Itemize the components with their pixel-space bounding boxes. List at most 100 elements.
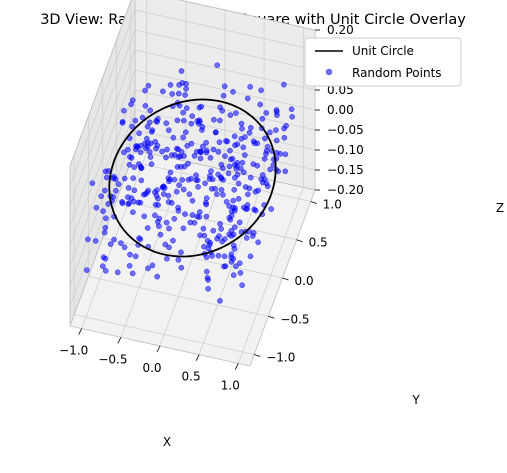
data-point bbox=[124, 194, 131, 200]
data-point bbox=[129, 123, 135, 130]
z-grid-back bbox=[134, 69, 316, 111]
data-point bbox=[98, 193, 105, 200]
x-tick-mark bbox=[78, 328, 83, 335]
legend-label-points: Random Points bbox=[352, 66, 442, 80]
data-point bbox=[203, 254, 210, 261]
data-point bbox=[233, 110, 239, 116]
data-point bbox=[222, 153, 228, 159]
unit-circle bbox=[108, 98, 277, 258]
data-point bbox=[246, 185, 253, 192]
x-tick-label: 0.0 bbox=[142, 361, 161, 375]
data-point bbox=[188, 175, 194, 182]
y-tick-mark bbox=[296, 239, 303, 243]
data-point bbox=[233, 263, 239, 270]
data-point bbox=[273, 127, 279, 133]
data-point bbox=[121, 107, 127, 114]
data-point bbox=[188, 120, 195, 127]
data-point bbox=[240, 144, 247, 151]
data-point bbox=[208, 168, 214, 174]
data-point bbox=[154, 273, 161, 280]
data-point bbox=[145, 265, 151, 272]
data-point bbox=[250, 161, 257, 167]
z-tick-label: −0.20 bbox=[327, 183, 364, 197]
data-point bbox=[156, 215, 163, 222]
data-point bbox=[231, 133, 238, 140]
data-point bbox=[180, 186, 187, 193]
data-point bbox=[152, 201, 159, 208]
y-tick-label: 1.0 bbox=[323, 198, 342, 212]
data-point bbox=[273, 137, 280, 144]
data-point bbox=[101, 229, 108, 236]
data-point bbox=[83, 267, 90, 273]
data-point bbox=[119, 118, 126, 125]
data-point bbox=[186, 191, 193, 198]
data-point bbox=[235, 195, 242, 202]
data-point bbox=[178, 249, 184, 256]
y-tick-mark bbox=[254, 354, 261, 357]
data-point bbox=[148, 161, 155, 167]
y-tick-mark bbox=[268, 315, 275, 319]
data-point bbox=[137, 199, 144, 206]
data-point bbox=[164, 146, 170, 153]
y-tick-label: 0.5 bbox=[309, 236, 328, 250]
data-point bbox=[251, 140, 258, 147]
data-point bbox=[261, 155, 268, 162]
data-point bbox=[189, 212, 196, 218]
data-point bbox=[130, 198, 137, 205]
data-point bbox=[203, 139, 209, 146]
data-point bbox=[288, 106, 295, 113]
data-point bbox=[210, 227, 217, 234]
data-point bbox=[138, 165, 145, 171]
data-point bbox=[227, 112, 234, 118]
data-point bbox=[200, 225, 207, 232]
data-point bbox=[232, 205, 238, 211]
data-point bbox=[196, 117, 203, 124]
data-point bbox=[124, 146, 131, 153]
data-point bbox=[227, 216, 234, 223]
data-point bbox=[144, 143, 151, 150]
data-point bbox=[179, 80, 186, 86]
data-point bbox=[220, 176, 227, 183]
data-point bbox=[203, 268, 210, 275]
data-point bbox=[237, 165, 244, 172]
data-point bbox=[221, 253, 228, 260]
data-point bbox=[162, 241, 169, 248]
data-point bbox=[273, 107, 280, 113]
data-point bbox=[225, 170, 232, 177]
data-point bbox=[153, 145, 159, 152]
data-point bbox=[237, 270, 244, 276]
data-point bbox=[234, 141, 241, 148]
data-point bbox=[191, 219, 198, 226]
box-edge bbox=[69, 0, 132, 167]
z-grid-back bbox=[134, 9, 316, 51]
unit-circle-line bbox=[108, 98, 277, 258]
data-point bbox=[213, 129, 219, 136]
z-grid-left bbox=[69, 89, 136, 267]
data-point bbox=[127, 153, 133, 160]
data-point bbox=[175, 90, 182, 97]
data-point bbox=[169, 91, 176, 97]
data-point bbox=[142, 102, 149, 109]
data-point bbox=[236, 260, 243, 267]
data-point bbox=[102, 224, 109, 231]
data-point bbox=[226, 163, 233, 170]
data-point bbox=[216, 139, 223, 146]
data-point bbox=[145, 82, 152, 89]
data-point bbox=[230, 88, 236, 95]
data-point bbox=[215, 149, 222, 155]
data-point bbox=[217, 117, 223, 124]
data-point bbox=[217, 221, 223, 227]
scatter-points bbox=[83, 62, 296, 304]
data-point bbox=[163, 120, 170, 127]
data-point bbox=[230, 272, 237, 278]
data-point bbox=[126, 161, 133, 168]
data-point bbox=[205, 277, 211, 283]
data-point bbox=[179, 177, 186, 183]
data-point bbox=[216, 233, 222, 239]
data-point bbox=[160, 183, 167, 190]
data-point bbox=[163, 219, 170, 226]
y-grid-floor bbox=[116, 199, 297, 241]
data-point bbox=[249, 233, 256, 239]
z-tick-label: −0.15 bbox=[327, 163, 364, 177]
z-grid-back bbox=[134, 29, 316, 71]
